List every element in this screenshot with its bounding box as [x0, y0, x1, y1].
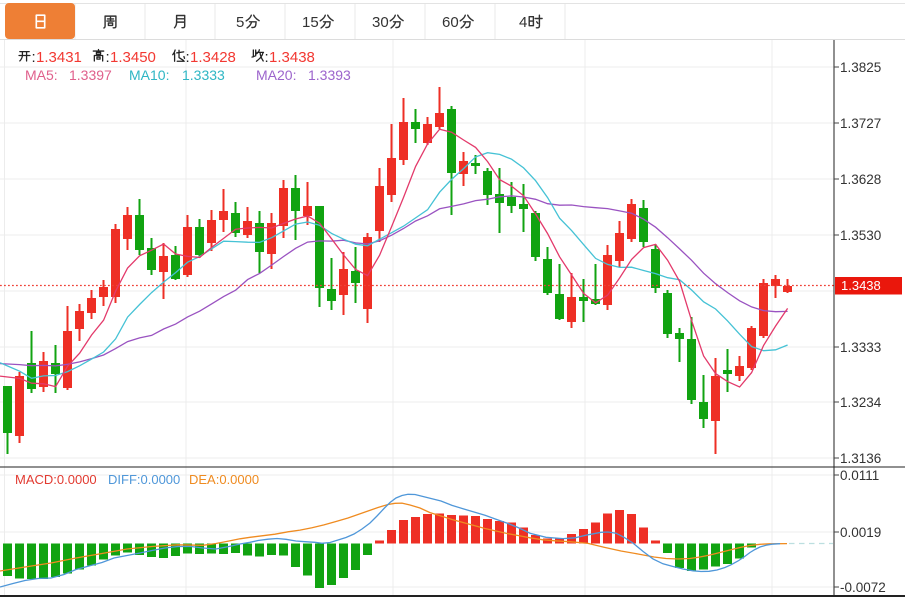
svg-text::: :: [32, 49, 36, 66]
svg-text:30: 30: [372, 14, 389, 31]
svg-text:5: 5: [236, 14, 244, 31]
svg-text:1.3628: 1.3628: [840, 172, 881, 187]
svg-text:MA5:: MA5:: [25, 67, 58, 83]
svg-text:MACD:0.0000: MACD:0.0000: [15, 472, 97, 487]
svg-text:0.0019: 0.0019: [840, 525, 881, 540]
svg-text::: :: [106, 49, 110, 66]
svg-text:-0.0072: -0.0072: [840, 580, 886, 595]
svg-text:1.3530: 1.3530: [840, 228, 881, 243]
svg-text:MA20:: MA20:: [256, 67, 296, 83]
svg-text:1.3333: 1.3333: [840, 340, 881, 355]
svg-text:1.3431: 1.3431: [36, 49, 82, 66]
svg-text:DIFF:0.0000: DIFF:0.0000: [108, 472, 180, 487]
svg-text:1.3393: 1.3393: [308, 67, 351, 83]
svg-text:1.3450: 1.3450: [110, 49, 156, 66]
svg-text:1.3438: 1.3438: [841, 278, 881, 293]
svg-text:15: 15: [302, 14, 319, 31]
svg-text:1.3333: 1.3333: [182, 67, 225, 83]
svg-text:1.3825: 1.3825: [840, 60, 881, 75]
svg-text:1.3136: 1.3136: [840, 451, 881, 466]
svg-text:60: 60: [442, 14, 459, 31]
svg-text:DEA:0.0000: DEA:0.0000: [189, 472, 259, 487]
svg-text:4: 4: [519, 14, 527, 31]
svg-text::: :: [265, 49, 269, 66]
svg-text::: :: [186, 49, 190, 66]
svg-text:1.3727: 1.3727: [840, 116, 881, 131]
svg-text:1.3234: 1.3234: [840, 395, 882, 410]
svg-text:1.3428: 1.3428: [190, 49, 236, 66]
svg-text:MA10:: MA10:: [129, 67, 169, 83]
svg-text:1.3397: 1.3397: [69, 67, 112, 83]
svg-text:1.3438: 1.3438: [269, 49, 315, 66]
svg-text:0.0111: 0.0111: [840, 468, 879, 483]
